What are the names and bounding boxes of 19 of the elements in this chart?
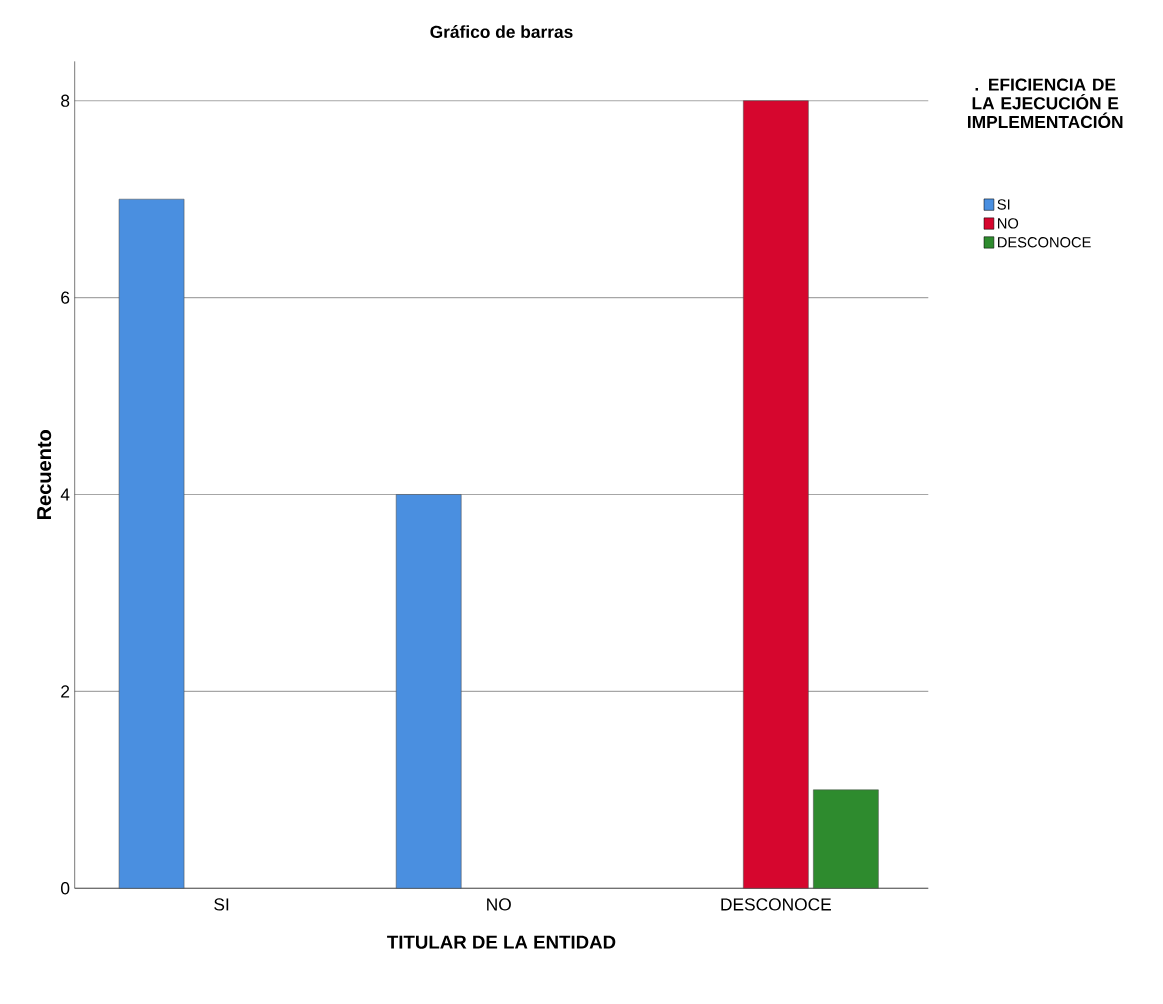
legend-label: SI [997,199,1010,210]
y-tick-label: 0 [61,881,70,895]
y-tick-label: 2 [61,685,70,698]
x-tick-label: DESCONOCE [721,898,831,911]
y-tick-label: 8 [61,94,70,107]
x-tick-label: SI [214,898,229,911]
legend-title: . EFICIENCIA DE LA EJECUCIÓN E IMPLEMENTACIÓN [968,78,1123,128]
bar [813,789,879,889]
y-axis-title: Recuento [37,429,52,519]
chart-title: Gráfico de barras [430,24,573,38]
x-axis-title: TITULAR DE LA ENTIDAD [387,935,616,949]
bar [743,100,809,889]
x-tick-label: NO [487,898,511,911]
legend-label: DESCONOCE [998,236,1091,248]
bar [395,494,462,889]
bar [118,198,185,889]
legend-label: NO [998,218,1019,229]
y-tick-label: 4 [60,488,70,501]
y-tick-label: 6 [61,291,70,304]
